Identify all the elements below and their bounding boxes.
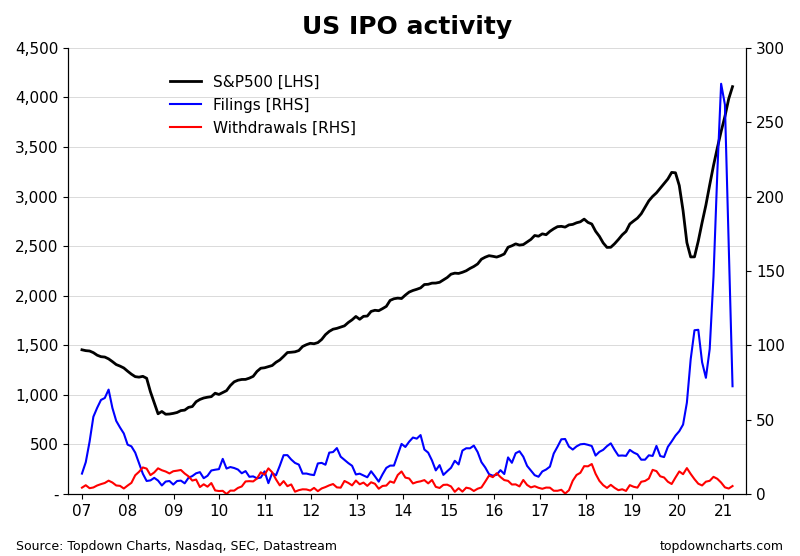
S&P500 [LHS] [374, 307, 383, 314]
Withdrawals [RHS] [427, 476, 437, 483]
Title: US IPO activity: US IPO activity [302, 15, 512, 39]
Filings [RHS] [728, 383, 738, 390]
Text: Source: Topdown Charts, Nasdaq, SEC, Datastream: Source: Topdown Charts, Nasdaq, SEC, Dat… [16, 540, 337, 553]
Filings [RHS] [716, 81, 726, 87]
Filings [RHS] [126, 443, 136, 450]
Filings [RHS] [427, 457, 437, 464]
Legend: S&P500 [LHS], Filings [RHS], Withdrawals [RHS]: S&P500 [LHS], Filings [RHS], Withdrawals… [164, 69, 362, 141]
Filings [RHS] [77, 470, 86, 477]
Filings [RHS] [290, 460, 300, 466]
S&P500 [LHS] [466, 265, 475, 272]
Withdrawals [RHS] [374, 485, 383, 492]
S&P500 [LHS] [271, 359, 281, 366]
Withdrawals [RHS] [77, 484, 86, 491]
Withdrawals [RHS] [728, 483, 738, 489]
Filings [RHS] [271, 472, 281, 479]
Filings [RHS] [466, 445, 475, 451]
Withdrawals [RHS] [587, 461, 597, 468]
S&P500 [LHS] [728, 83, 738, 90]
Withdrawals [RHS] [271, 476, 281, 483]
Line: S&P500 [LHS]: S&P500 [LHS] [82, 87, 733, 414]
Filings [RHS] [374, 478, 383, 485]
Withdrawals [RHS] [466, 485, 475, 492]
Withdrawals [RHS] [126, 479, 136, 486]
S&P500 [LHS] [161, 411, 170, 418]
Withdrawals [RHS] [222, 491, 231, 498]
S&P500 [LHS] [427, 280, 437, 286]
Line: Withdrawals [RHS]: Withdrawals [RHS] [82, 464, 733, 494]
S&P500 [LHS] [290, 349, 300, 355]
S&P500 [LHS] [77, 346, 86, 353]
S&P500 [LHS] [126, 371, 136, 378]
Filings [RHS] [157, 482, 166, 489]
Withdrawals [RHS] [290, 488, 300, 495]
Text: topdowncharts.com: topdowncharts.com [660, 540, 784, 553]
Line: Filings [RHS]: Filings [RHS] [82, 84, 733, 485]
